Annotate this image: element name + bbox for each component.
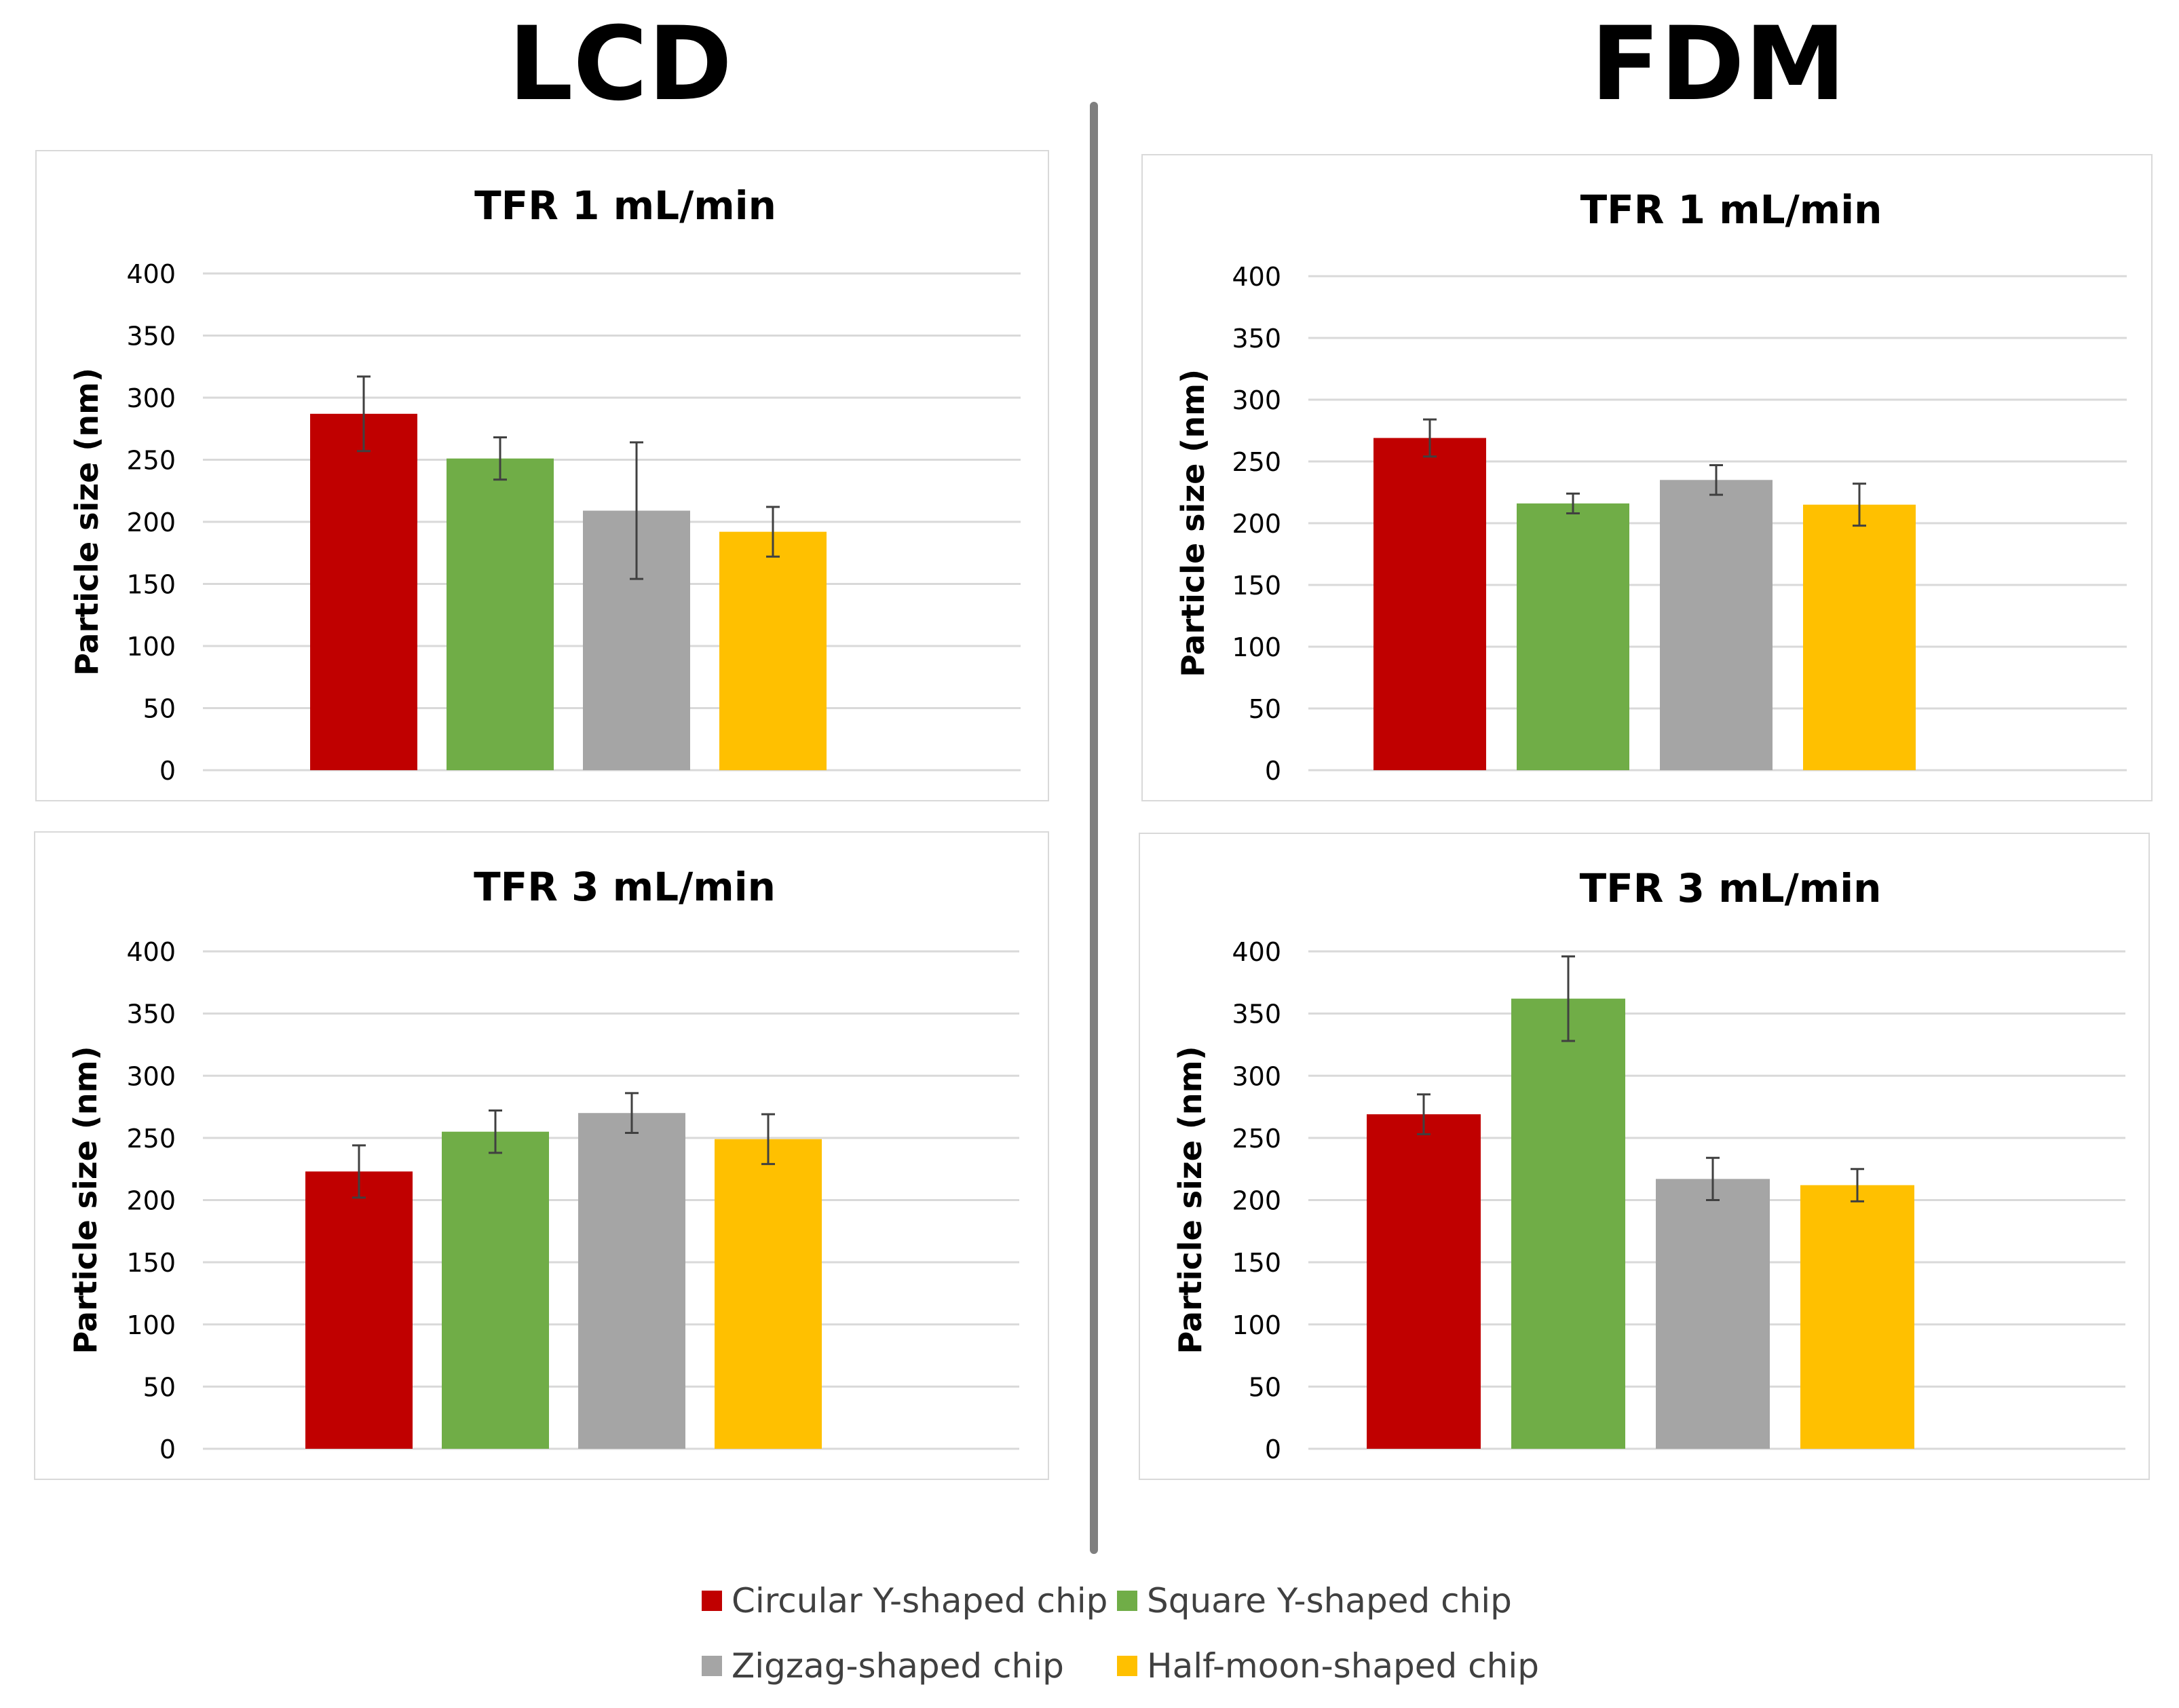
bar-4 [719,531,827,770]
y-tick-label: 300 [126,383,176,413]
y-tick-label: 100 [1232,632,1281,662]
bar-1 [1373,438,1486,770]
y-tick-label: 200 [126,1186,176,1216]
y-tick-label: 150 [126,570,176,600]
y-tick-label: 350 [1232,1000,1281,1029]
bar-3 [1656,1179,1770,1449]
y-tick-label: 150 [1232,1248,1281,1278]
y-tick-label: 100 [126,1310,176,1340]
lcd-heading: LCD [508,5,733,124]
y-tick-label: 200 [126,508,176,537]
bar-3 [1660,480,1773,770]
chart-lcd-tfr3: TFR 3 mL/min 0 50 100 150 200 250 300 350 400 Part… [34,831,1049,1480]
error-bar-2 [493,436,507,481]
y-tick-label: 0 [159,1435,176,1464]
error-bar-1 [1423,418,1437,458]
chart-fdm-tfr1: TFR 1 mL/min 0 50 100 150 200 250 300 350 400 Part… [1141,154,2153,801]
bar-4 [1803,504,1916,770]
legend-label: Circular Y-shaped chip [732,1581,1108,1620]
y-tick-label: 250 [1232,1124,1281,1154]
legend-item-zigzag: Zigzag-shaped chip [702,1646,1064,1686]
y-tick-label: 100 [126,632,176,662]
y-tick-label: 250 [126,1124,176,1154]
y-tick-label: 200 [1232,509,1281,539]
bar-2 [447,458,554,770]
y-tick-label: 150 [1232,571,1281,601]
y-tick-label: 400 [126,937,176,967]
y-tick-label: 400 [1232,262,1281,292]
legend-label: Square Y-shaped chip [1147,1581,1512,1620]
y-tick-label: 300 [1232,1061,1281,1091]
fdm-heading: FDM [1590,5,1846,124]
error-bar-4 [1851,1168,1864,1202]
error-bar-2 [489,1109,502,1154]
legend-item-square: Square Y-shaped chip [1117,1581,1512,1620]
bar-2 [1511,998,1625,1449]
y-tick-label: 300 [1232,385,1281,415]
legend-swatch [702,1591,722,1611]
y-axis-label: Particle size (nm) [1175,369,1211,677]
error-bar-4 [766,506,780,558]
error-bar-1 [357,375,371,453]
error-bar-1 [1417,1093,1430,1135]
y-tick-label: 100 [1232,1310,1281,1340]
y-tick-label: 50 [1249,1372,1281,1402]
y-tick-label: 400 [126,259,176,289]
bar-3 [578,1113,685,1449]
y-axis-label: Particle size (nm) [69,368,105,676]
y-tick-label: 350 [126,1000,176,1029]
y-tick-label: 350 [1232,324,1281,354]
error-bar-3 [1709,463,1723,496]
bar-4 [715,1139,822,1449]
error-bar-3 [630,441,643,580]
legend-swatch [702,1656,722,1676]
chart-title: TFR 3 mL/min [474,864,776,910]
y-axis-label: Particle size (nm) [67,1046,104,1354]
y-tick-label: 250 [1232,447,1281,477]
chart-lcd-tfr1: TFR 1 mL/min 0 50 100 150 200 250 300 350 400 Part… [35,150,1049,801]
chart-svg: TFR 3 mL/min 0 50 100 150 200 250 300 350 400 Part… [1172,865,2125,1464]
bar-2 [442,1131,549,1449]
y-tick-label: 50 [143,1372,176,1402]
y-tick-label: 0 [159,756,176,786]
y-tick-label: 150 [126,1248,176,1278]
chart-title: TFR 1 mL/min [474,183,776,229]
y-tick-label: 50 [1249,694,1281,724]
legend-item-halfmoon: Half-moon-shaped chip [1117,1646,1539,1686]
bar-4 [1800,1185,1914,1449]
chart-title: TFR 3 mL/min [1580,865,1882,911]
bar-1 [310,413,417,770]
legend-item-circular: Circular Y-shaped chip [702,1581,1107,1620]
y-tick-label: 50 [143,694,176,724]
chart-title: TFR 1 mL/min [1580,187,1882,233]
y-tick-label: 350 [126,322,176,352]
chart-fdm-tfr3: TFR 3 mL/min 0 50 100 150 200 250 300 350 400 Part… [1139,833,2150,1480]
bar-1 [1367,1114,1481,1449]
bar-2 [1517,503,1629,770]
legend-swatch [1117,1656,1137,1676]
error-bar-4 [1853,482,1866,527]
y-tick-label: 0 [1265,756,1281,786]
error-bar-2 [1561,955,1575,1042]
y-tick-label: 400 [1232,937,1281,967]
column-divider [1090,102,1098,1554]
y-tick-label: 0 [1265,1435,1281,1464]
legend-swatch [1117,1591,1137,1611]
chart-svg: TFR 1 mL/min 0 50 100 150 200 250 300 350 400 Part… [1175,187,2127,786]
error-bar-2 [1566,492,1580,514]
bar-1 [305,1171,413,1449]
error-bar-3 [625,1092,639,1135]
error-bar-3 [1706,1156,1720,1201]
legend-label: Half-moon-shaped chip [1147,1646,1539,1686]
y-tick-label: 250 [126,446,176,476]
chart-svg: TFR 1 mL/min 0 50 100 150 200 250 300 350 400 Part… [69,183,1021,786]
y-tick-label: 200 [1232,1186,1281,1216]
error-bar-4 [761,1113,775,1165]
y-axis-label: Particle size (nm) [1172,1046,1209,1354]
y-tick-label: 300 [126,1061,176,1091]
error-bar-1 [352,1144,366,1199]
chart-svg: TFR 3 mL/min 0 50 100 150 200 250 300 350 400 Part… [67,864,1019,1464]
legend-label: Zigzag-shaped chip [732,1646,1064,1686]
